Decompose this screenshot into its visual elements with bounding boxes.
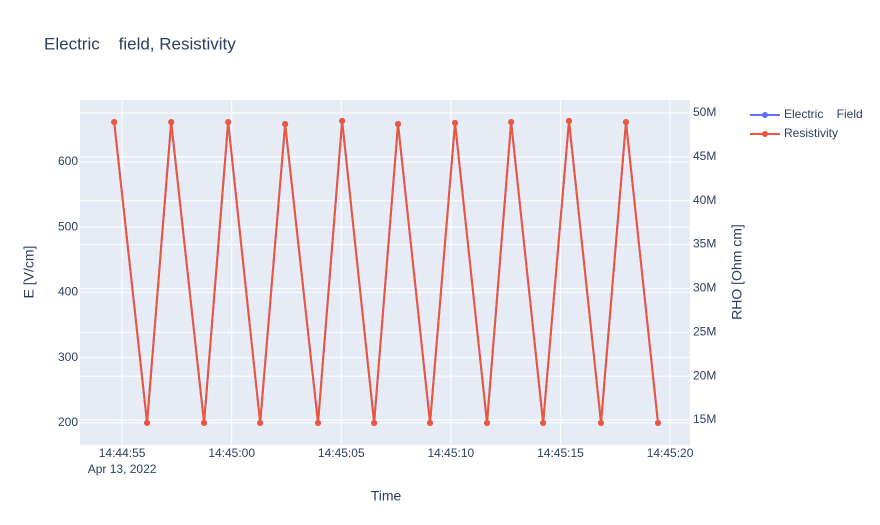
x-tick-label: 14:45:05	[318, 446, 365, 460]
data-point	[257, 419, 264, 426]
data-point	[566, 118, 573, 125]
data-point	[282, 120, 289, 127]
series-line	[113, 120, 659, 424]
data-point	[540, 419, 547, 426]
y-tick-label: 600	[58, 154, 78, 168]
y-tick-label: 400	[58, 285, 78, 299]
data-point	[168, 119, 175, 126]
x-tick-label: 14:45:10	[428, 446, 475, 460]
chart-title: Electric field, Resistivity	[44, 34, 236, 53]
y2-tick-label: 25M	[693, 324, 716, 338]
x-tick-label: 14:44:55	[99, 446, 146, 460]
plot-area	[80, 100, 690, 445]
y2-axis-title: RHO [Ohm cm]	[729, 224, 745, 320]
data-point	[508, 119, 515, 126]
legend-marker	[762, 112, 768, 118]
legend-marker	[762, 131, 768, 137]
legend-label: Electric Field	[784, 107, 863, 121]
y2-tick-label: 50M	[693, 105, 716, 119]
data-point	[225, 119, 232, 126]
y2-tick-label: 30M	[693, 281, 716, 295]
y-tick-label: 300	[58, 350, 78, 364]
data-point	[111, 119, 118, 126]
x-tick-label: 14:45:00	[208, 446, 255, 460]
data-point	[598, 419, 605, 426]
data-point	[144, 419, 151, 426]
legend-label: Resistivity	[784, 126, 838, 140]
data-point	[395, 120, 402, 127]
y2-tick-label: 40M	[693, 193, 716, 207]
data-point	[201, 419, 208, 426]
data-point	[315, 419, 322, 426]
x-tick-sublabel: Apr 13, 2022	[88, 462, 157, 476]
data-point	[371, 419, 378, 426]
data-point	[654, 419, 661, 426]
data-point	[339, 118, 346, 125]
y-tick-label: 500	[58, 219, 78, 233]
y2-tick-label: 45M	[693, 149, 716, 163]
y2-tick-label: 35M	[693, 237, 716, 251]
y-axis-title: E [V/cm]	[21, 246, 37, 299]
data-point	[622, 119, 629, 126]
x-tick-label: 14:45:15	[537, 446, 584, 460]
y-tick-label: 200	[58, 415, 78, 429]
x-axis-title: Time	[371, 488, 402, 504]
data-point	[452, 119, 459, 126]
y2-tick-label: 15M	[693, 412, 716, 426]
x-tick-label: 14:45:20	[647, 446, 694, 460]
data-point	[484, 419, 491, 426]
data-point	[427, 419, 434, 426]
y2-tick-label: 20M	[693, 368, 716, 382]
